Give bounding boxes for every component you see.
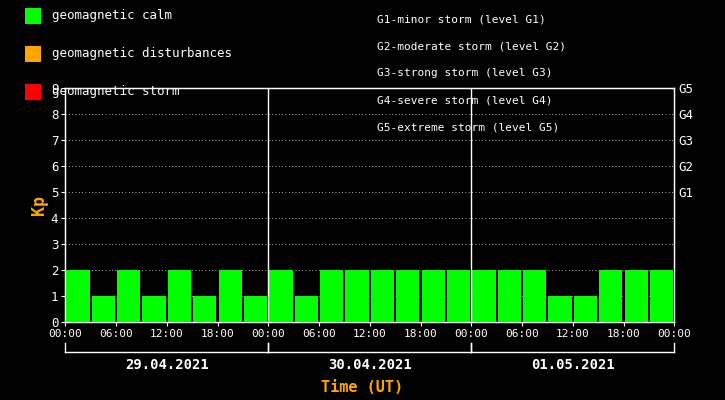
Bar (269, 270, 293, 322)
Bar (167, 270, 191, 322)
Bar (624, 270, 648, 322)
Text: geomagnetic calm: geomagnetic calm (52, 10, 173, 22)
Bar (370, 270, 394, 322)
Text: G2-moderate storm (level G2): G2-moderate storm (level G2) (377, 41, 566, 51)
Bar (193, 296, 217, 322)
Bar (599, 270, 623, 322)
Bar (523, 270, 547, 322)
Bar (91, 296, 115, 322)
Bar (142, 296, 166, 322)
Text: G3-strong storm (level G3): G3-strong storm (level G3) (377, 68, 552, 78)
Text: G4-severe storm (level G4): G4-severe storm (level G4) (377, 96, 552, 106)
Text: 30.04.2021: 30.04.2021 (328, 358, 412, 372)
Text: G1-minor storm (level G1): G1-minor storm (level G1) (377, 14, 546, 24)
Bar (117, 270, 141, 322)
Text: Time (UT): Time (UT) (321, 380, 404, 395)
Y-axis label: Kp: Kp (30, 195, 48, 215)
Bar (244, 296, 268, 322)
Bar (472, 270, 496, 322)
Bar (396, 270, 420, 322)
Bar (548, 296, 572, 322)
Bar (320, 270, 344, 322)
Bar (66, 270, 90, 322)
Text: G5-extreme storm (level G5): G5-extreme storm (level G5) (377, 123, 559, 133)
Bar (421, 270, 445, 322)
Text: geomagnetic storm: geomagnetic storm (52, 86, 180, 98)
Bar (573, 296, 597, 322)
Bar (345, 270, 369, 322)
Bar (294, 296, 318, 322)
Bar (497, 270, 521, 322)
Text: geomagnetic disturbances: geomagnetic disturbances (52, 48, 232, 60)
Text: 01.05.2021: 01.05.2021 (531, 358, 615, 372)
Bar (447, 270, 471, 322)
Bar (650, 270, 674, 322)
Bar (218, 270, 242, 322)
Text: 29.04.2021: 29.04.2021 (125, 358, 209, 372)
